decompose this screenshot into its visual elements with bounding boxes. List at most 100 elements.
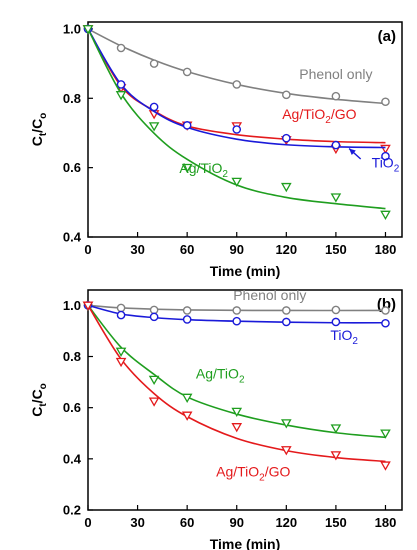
data-point [116, 310, 126, 320]
series-label-tio2: TiO2 [330, 327, 358, 347]
series-ag-tio2-go: Ag/TiO2/GO [82, 301, 391, 484]
data-point [148, 397, 160, 407]
x-tick-label: 150 [325, 515, 347, 530]
series-label-ag-tio2: Ag/TiO2 [196, 365, 245, 385]
series-ag-tio2: Ag/TiO2 [82, 25, 391, 220]
data-point [231, 423, 243, 433]
y-axis-label: Ct/Co [29, 383, 49, 417]
data-point [181, 411, 193, 421]
y-tick-label: 1.0 [63, 21, 81, 36]
data-point [181, 163, 193, 174]
fit-line-ag-tio2-go [87, 304, 386, 463]
x-tick-label: 90 [230, 242, 244, 257]
data-point [282, 133, 291, 143]
data-point [149, 305, 159, 315]
y-tick-label: 0.4 [63, 451, 82, 466]
x-tick-label: 0 [84, 242, 91, 257]
y-tick-label: 0.6 [63, 400, 81, 415]
data-point [331, 305, 341, 315]
data-point [280, 182, 292, 193]
data-point [149, 312, 159, 322]
data-point [282, 306, 291, 315]
annotation-arrowhead [349, 148, 356, 156]
data-point [149, 102, 159, 112]
data-point [116, 303, 126, 313]
data-point [231, 177, 243, 188]
data-point [115, 91, 127, 101]
data-point [231, 407, 243, 418]
data-point [115, 347, 127, 357]
x-tick-label: 180 [375, 242, 397, 257]
data-point [380, 210, 391, 220]
data-point [149, 59, 159, 68]
data-point [380, 429, 391, 439]
series-label-tio2: TiO2 [372, 155, 400, 175]
series-tio2: TiO2 [83, 301, 390, 347]
y-tick-label: 0.6 [63, 160, 81, 175]
x-tick-label: 120 [275, 242, 297, 257]
y-tick-label: 0.2 [63, 503, 81, 518]
x-axis-label: Time (min) [210, 536, 281, 550]
panel-a: 0 30 60 90 120 150 180 0.4 0.6 0.8 1.0 Time (min) Ct… [29, 21, 403, 279]
y-tick-label: 0.4 [63, 230, 82, 245]
x-tick-label: 60 [180, 242, 194, 257]
y-tick-label: 0.8 [63, 91, 81, 106]
x-tick-label: 30 [130, 515, 144, 530]
data-point [330, 193, 342, 203]
x-tick-label: 30 [130, 242, 144, 257]
data-point [282, 90, 291, 100]
data-point [381, 306, 390, 315]
data-point [282, 317, 291, 327]
data-point [280, 446, 292, 456]
x-axis-label: Time (min) [210, 263, 281, 279]
data-point [330, 424, 342, 434]
data-point [182, 306, 192, 315]
x-tick-label: 180 [375, 515, 397, 530]
data-point [232, 80, 242, 89]
fit-line-phenol-only [87, 304, 386, 312]
data-point [331, 317, 341, 327]
series-tio2: TiO2 [83, 24, 400, 175]
data-point [381, 97, 390, 107]
data-point [182, 315, 192, 324]
x-tick-label: 60 [180, 515, 194, 530]
data-point [116, 80, 126, 89]
data-point [380, 144, 391, 155]
panel-letter: (a) [378, 28, 396, 45]
data-point [331, 91, 341, 101]
y-tick-label: 0.8 [63, 349, 81, 364]
data-point [232, 125, 242, 134]
data-point [116, 43, 126, 53]
x-tick-label: 90 [230, 515, 244, 530]
series-phenol-only: Phenol only [83, 287, 390, 315]
data-point [82, 25, 94, 35]
data-point [182, 67, 192, 77]
data-point [232, 316, 242, 326]
series-label-ag-tio2-go: Ag/TiO2/GO [216, 464, 290, 484]
series-label-ag-tio2: Ag/TiO2 [179, 160, 228, 180]
y-tick-label: 1.0 [63, 298, 81, 313]
data-point [115, 357, 127, 368]
data-point [148, 122, 160, 132]
series-label-phenol-only: Phenol only [299, 66, 372, 82]
data-point [181, 393, 193, 403]
plot-frame [87, 21, 403, 238]
x-tick-label: 120 [275, 515, 297, 530]
data-point [331, 140, 341, 150]
plot-frame [87, 289, 403, 511]
data-point [330, 451, 342, 461]
data-point [182, 121, 192, 130]
data-point [380, 461, 391, 471]
series-label-phenol-only: Phenol only [233, 287, 306, 303]
panel-b: 0 30 60 90 120 150 180 0.2 0.4 0.6 0.8 1.0 Time (min… [29, 287, 403, 550]
x-tick-label: 150 [325, 242, 347, 257]
series-label-ag-tio2-go: Ag/TiO2/GO [282, 106, 356, 126]
data-point [82, 301, 94, 311]
data-point [232, 306, 242, 315]
x-tick-label: 0 [84, 515, 91, 530]
data-point [148, 375, 160, 386]
data-point [381, 318, 390, 328]
data-point [280, 419, 292, 429]
data-point [381, 151, 390, 161]
